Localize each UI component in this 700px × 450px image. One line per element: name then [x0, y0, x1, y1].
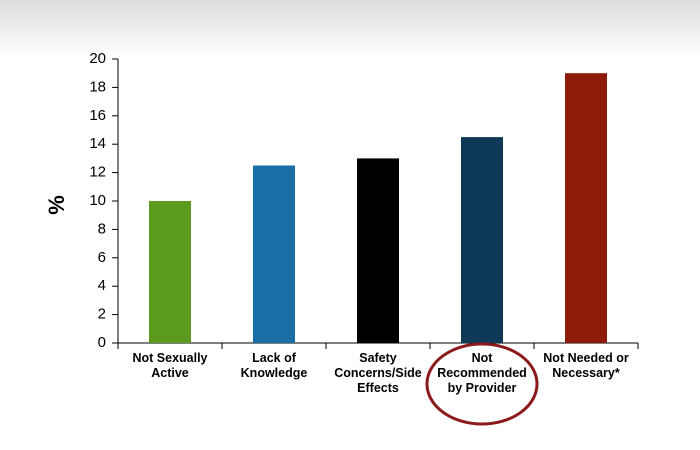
- highlight-ellipse: [425, 342, 539, 426]
- bar: [149, 201, 191, 343]
- x-tick-label-line: Necessary*: [552, 366, 620, 380]
- y-tick-label: 12: [89, 164, 106, 181]
- x-tick-label-line: Recommended: [437, 366, 527, 380]
- y-tick-label: 2: [98, 306, 106, 323]
- x-tick-label: Safety Concerns/Side Effects: [334, 351, 422, 395]
- x-tick-label: Not Needed or Necessary*: [543, 351, 629, 380]
- x-tick-label-line: by Provider: [448, 381, 517, 395]
- y-tick-label: 18: [89, 78, 106, 95]
- x-tick-label-line: Not Sexually: [132, 351, 207, 365]
- x-tick-label-line: Safety: [359, 351, 397, 365]
- bar: [565, 73, 607, 343]
- x-tick-label-line: Not Needed or: [543, 351, 629, 365]
- y-tick-label: 6: [98, 249, 106, 266]
- y-tick-label: 10: [89, 192, 106, 209]
- bar: [253, 165, 295, 343]
- y-tick-label: 0: [98, 334, 106, 351]
- x-tick-label-line: Not: [472, 351, 494, 365]
- y-tick-label: 4: [98, 277, 106, 294]
- y-tick-label: 8: [98, 220, 106, 237]
- y-tick-label: 16: [89, 107, 106, 124]
- y-tick-label: 14: [89, 135, 106, 152]
- x-tick-label: Lack of Knowledge: [241, 351, 308, 380]
- x-tick-label-line: Concerns/Side: [334, 366, 422, 380]
- x-tick-label-line: Knowledge: [241, 366, 308, 380]
- bar: [357, 158, 399, 343]
- x-tick-label-line: Lack of: [252, 351, 297, 365]
- x-tick-label: Not Sexually Active: [132, 351, 207, 380]
- y-tick-label: 20: [89, 50, 106, 67]
- x-tick-label-line: Effects: [357, 381, 399, 395]
- bar: [461, 137, 503, 343]
- x-tick-label-line: Active: [151, 366, 189, 380]
- x-tick-label: Not Recommended by Provider: [437, 351, 527, 395]
- y-axis-label: %: [44, 195, 69, 215]
